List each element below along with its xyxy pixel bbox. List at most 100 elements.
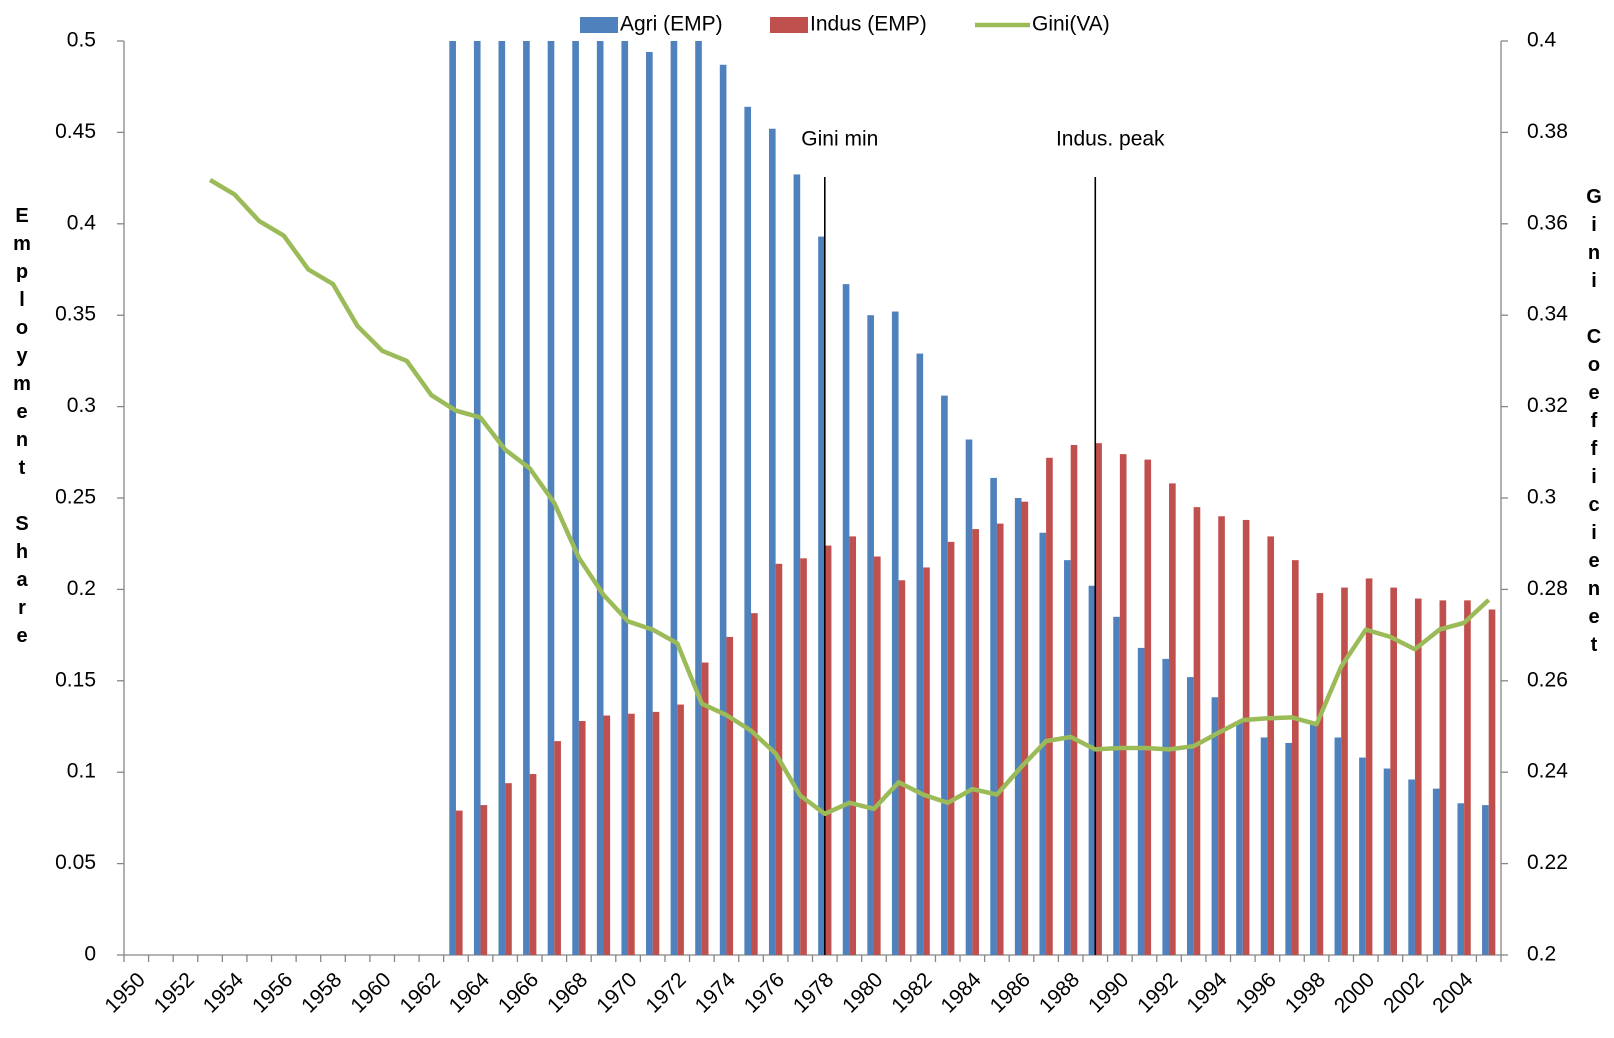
bar bbox=[1432, 788, 1440, 955]
legend-swatch bbox=[580, 17, 618, 33]
y-tick-label: 0.05 bbox=[55, 851, 96, 874]
bar bbox=[1070, 444, 1078, 955]
x-tick-label: 1992 bbox=[1133, 968, 1182, 1017]
bar bbox=[621, 41, 629, 955]
bar bbox=[849, 536, 857, 955]
annotation-text: Indus. peak bbox=[1056, 128, 1165, 151]
x-tick-label: 1966 bbox=[494, 968, 543, 1017]
bar bbox=[1260, 737, 1268, 955]
bar bbox=[1334, 737, 1342, 955]
bar bbox=[523, 41, 530, 955]
bar bbox=[554, 741, 561, 955]
x-tick-label: 1972 bbox=[641, 968, 690, 1017]
y2-tick-label: 0.4 bbox=[1527, 29, 1557, 52]
bar bbox=[996, 523, 1004, 955]
bar bbox=[480, 805, 488, 955]
x-tick-label: 1960 bbox=[346, 968, 395, 1017]
bar bbox=[1169, 483, 1176, 955]
bar bbox=[695, 41, 702, 955]
legend-label: Agri (EMP) bbox=[620, 13, 723, 36]
y-tick-label: 0.5 bbox=[67, 29, 96, 52]
y2-tick-label: 0.34 bbox=[1527, 303, 1568, 326]
x-tick-label: 1976 bbox=[740, 968, 789, 1017]
bar bbox=[1414, 598, 1422, 955]
bar bbox=[1309, 724, 1317, 955]
bar bbox=[1137, 647, 1145, 955]
bar bbox=[596, 41, 604, 955]
x-tick-label: 1994 bbox=[1182, 968, 1232, 1018]
bar bbox=[1439, 600, 1447, 955]
x-tick-label: 1964 bbox=[445, 968, 495, 1018]
bar bbox=[449, 41, 456, 955]
bar bbox=[923, 567, 930, 955]
y2-axis-label: Gini Coefficienet bbox=[1583, 186, 1605, 662]
bar bbox=[990, 477, 997, 955]
bar bbox=[498, 41, 506, 955]
y2-tick-label: 0.32 bbox=[1527, 394, 1568, 417]
bar bbox=[916, 353, 924, 955]
x-tick-label: 1968 bbox=[543, 968, 592, 1017]
x-tick-label: 1956 bbox=[248, 968, 297, 1017]
bar bbox=[1119, 454, 1127, 955]
x-tick-label: 1982 bbox=[887, 968, 936, 1017]
y2-tick-label: 0.24 bbox=[1527, 760, 1568, 783]
y-tick-label: 0.4 bbox=[67, 211, 97, 234]
bar bbox=[891, 311, 899, 955]
y2-tick-label: 0.28 bbox=[1527, 577, 1568, 600]
bar bbox=[898, 580, 906, 955]
bar bbox=[1021, 501, 1029, 955]
bar bbox=[455, 810, 463, 955]
bar bbox=[1088, 585, 1096, 955]
bar bbox=[646, 51, 653, 955]
bar bbox=[1064, 560, 1071, 955]
bar bbox=[505, 783, 512, 955]
annotation-text: Gini min bbox=[801, 128, 878, 151]
bar bbox=[842, 284, 850, 955]
x-tick-label: 1974 bbox=[691, 968, 741, 1018]
x-tick-label: 1970 bbox=[592, 968, 641, 1017]
bar bbox=[1291, 560, 1299, 955]
x-tick-label: 1950 bbox=[100, 968, 149, 1017]
bar bbox=[867, 315, 874, 955]
bar bbox=[1113, 616, 1120, 955]
x-tick-label: 1984 bbox=[936, 968, 986, 1018]
bar bbox=[751, 613, 758, 955]
bar bbox=[818, 236, 825, 955]
x-tick-label: 1952 bbox=[150, 968, 199, 1017]
bar bbox=[1488, 609, 1496, 955]
bar bbox=[1365, 578, 1373, 955]
bar bbox=[529, 774, 537, 955]
bar bbox=[1383, 768, 1391, 955]
bar bbox=[1218, 516, 1225, 955]
bar bbox=[1046, 457, 1053, 955]
bar bbox=[1408, 779, 1415, 955]
bar bbox=[628, 713, 635, 955]
y-tick-label: 0.25 bbox=[55, 486, 96, 509]
x-tick-label: 1990 bbox=[1084, 968, 1133, 1017]
bar bbox=[793, 174, 801, 956]
bar bbox=[873, 556, 881, 955]
bar bbox=[1316, 593, 1324, 955]
bar bbox=[1359, 757, 1366, 955]
y2-tick-label: 0.38 bbox=[1527, 120, 1568, 143]
bar bbox=[1186, 677, 1194, 955]
x-tick-label: 1986 bbox=[986, 968, 1035, 1017]
bar bbox=[965, 439, 973, 955]
bar bbox=[1211, 697, 1219, 955]
x-tick-label: 1958 bbox=[297, 968, 346, 1017]
x-tick-label: 1962 bbox=[396, 968, 445, 1017]
y-tick-label: 0.2 bbox=[67, 577, 96, 600]
bar bbox=[947, 541, 955, 955]
bar bbox=[1457, 803, 1465, 955]
bar bbox=[972, 529, 979, 955]
x-tick-label: 1998 bbox=[1281, 968, 1330, 1017]
y-tick-label: 0.35 bbox=[55, 303, 96, 326]
legend-label: Indus (EMP) bbox=[810, 13, 927, 36]
bar bbox=[677, 704, 684, 955]
bar bbox=[824, 545, 832, 955]
bar bbox=[768, 128, 776, 955]
y-tick-label: 0 bbox=[84, 943, 96, 966]
bar bbox=[726, 636, 734, 955]
